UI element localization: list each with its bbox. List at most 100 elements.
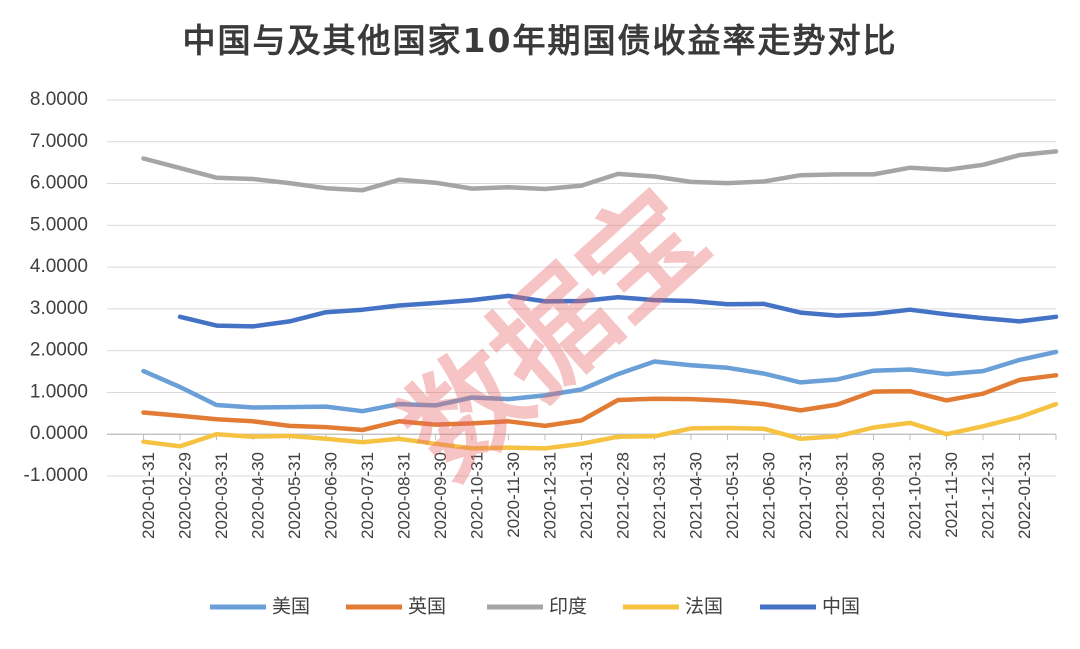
series-5 [177, 293, 1059, 329]
x-tick-label: 2021-10-31 [905, 452, 924, 539]
data-point [725, 399, 729, 403]
data-point [1054, 402, 1058, 406]
series-line [141, 349, 1059, 414]
data-point [324, 310, 328, 314]
data-point [141, 156, 145, 160]
data-point [981, 369, 985, 373]
chart-title: 中国与及其他国家10年期国债收益率走势对比 [182, 21, 898, 60]
x-tick-label: 2021-07-31 [796, 452, 815, 539]
data-point [324, 404, 328, 408]
data-point [324, 425, 328, 429]
data-point [835, 172, 839, 176]
data-point [433, 181, 437, 185]
y-tick-label: 3.0000 [30, 298, 88, 319]
data-point [543, 446, 547, 450]
x-tick-label: 2021-08-31 [832, 452, 851, 539]
data-point [178, 385, 182, 389]
data-point [141, 410, 145, 414]
data-point [1017, 319, 1021, 323]
data-point [944, 372, 948, 376]
data-point [762, 302, 766, 306]
data-point [725, 302, 729, 306]
data-point [725, 426, 729, 430]
data-point [652, 174, 656, 178]
data-point [762, 179, 766, 183]
data-point [1054, 373, 1058, 377]
data-point [944, 312, 948, 316]
data-point [835, 434, 839, 438]
data-point [1054, 315, 1058, 319]
data-point [616, 172, 620, 176]
y-tick-label: -1.0000 [24, 465, 88, 486]
data-point [214, 323, 218, 327]
data-point [762, 402, 766, 406]
legend-label: 法国 [685, 596, 723, 618]
x-tick-label: 2021-04-30 [686, 452, 705, 539]
data-point [397, 303, 401, 307]
data-point [616, 372, 620, 376]
data-point [1017, 378, 1021, 382]
y-tick-label: 1.0000 [30, 381, 88, 402]
x-tick-label: 2020-06-30 [321, 452, 340, 539]
data-point [178, 414, 182, 418]
data-point [944, 432, 948, 436]
x-tick-label: 2020-08-31 [394, 452, 413, 539]
data-point [324, 186, 328, 190]
y-tick-label: 8.0000 [30, 89, 88, 110]
data-point [835, 377, 839, 381]
series-lines [141, 149, 1059, 451]
x-tick-label: 2022-01-31 [1015, 452, 1034, 539]
y-tick-label: 6.0000 [30, 173, 88, 194]
data-point [1054, 350, 1058, 354]
data-point [835, 402, 839, 406]
x-tick-label: 2020-10-31 [467, 452, 486, 539]
data-point [871, 389, 875, 393]
x-axis: 2020-01-31 2020-02-29 2020-03-31 2020-04-30… [107, 433, 1057, 539]
legend-label: 美国 [272, 596, 310, 618]
legend-item: 中国 [760, 596, 860, 618]
series-4 [141, 401, 1059, 451]
data-point [944, 398, 948, 402]
x-tick-label: 2021-11-30 [942, 452, 961, 538]
x-tick-label: 2020-02-29 [175, 452, 194, 539]
data-point [981, 392, 985, 396]
data-point [141, 440, 145, 444]
legend-item: 英国 [346, 596, 446, 618]
data-point [287, 405, 291, 409]
series-line [141, 373, 1059, 433]
data-point [908, 389, 912, 393]
data-point [433, 301, 437, 305]
data-point [689, 363, 693, 367]
data-point [908, 367, 912, 371]
legend-label: 英国 [408, 596, 446, 618]
data-point [1017, 153, 1021, 157]
data-point [141, 369, 145, 373]
y-axis-tick-labels: 8.0000 7.0000 6.0000 5.0000 4.0000 3.0000 2.00… [24, 89, 88, 486]
data-point [652, 434, 656, 438]
data-point [579, 418, 583, 422]
x-tick-label: 2021-09-30 [869, 452, 888, 539]
data-point [470, 186, 474, 190]
x-tick-label: 2020-11-30 [504, 452, 523, 538]
data-point [214, 417, 218, 421]
data-point [360, 188, 364, 192]
x-tick-label: 2020-12-31 [540, 452, 559, 539]
data-point [725, 366, 729, 370]
data-point [652, 397, 656, 401]
data-point [689, 397, 693, 401]
data-point [360, 440, 364, 444]
x-tick-label: 2021-02-28 [613, 452, 632, 539]
legend-item: 法国 [623, 596, 723, 618]
x-tick-label: 2020-05-31 [285, 452, 304, 539]
data-point [214, 403, 218, 407]
x-tick-label: 2021-01-31 [577, 452, 596, 539]
x-tick-label: 2020-04-30 [248, 452, 267, 539]
data-point [981, 316, 985, 320]
data-point [616, 398, 620, 402]
legend: 美国 英国 印度 法国 中国 [210, 596, 860, 618]
data-point [287, 434, 291, 438]
data-point [287, 424, 291, 428]
data-point [871, 425, 875, 429]
data-point [725, 181, 729, 185]
